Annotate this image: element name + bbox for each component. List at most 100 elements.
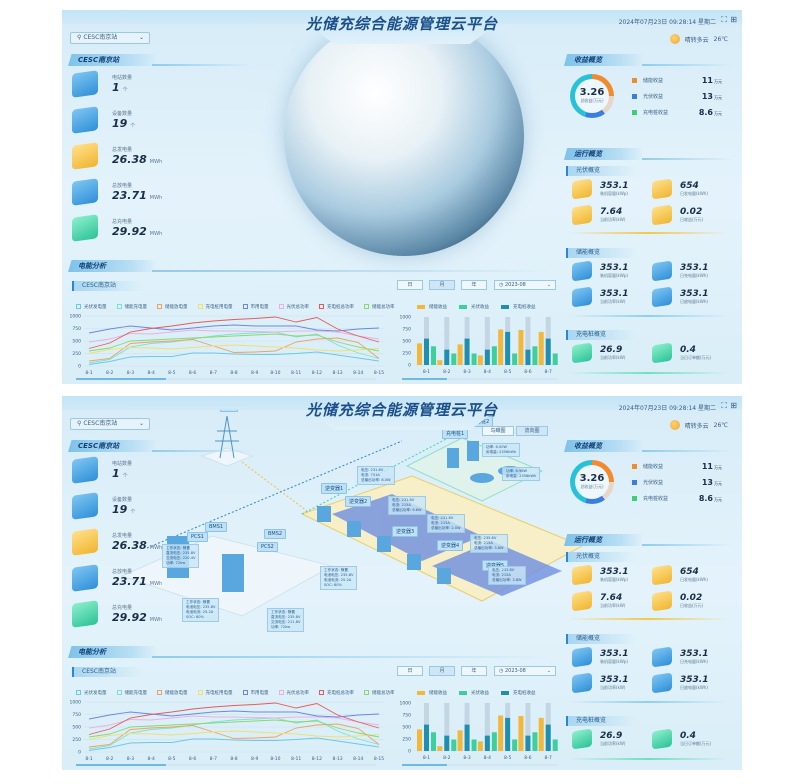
scrollbar-thumb[interactable]: [402, 378, 447, 380]
legend-item[interactable]: 储能收益: [417, 690, 447, 696]
bar-2[interactable]: [545, 724, 551, 751]
station-select[interactable]: ⚲ CESC南京站 ⌄: [70, 32, 150, 44]
legend-item[interactable]: 光伏发电量: [76, 690, 107, 696]
bar-2[interactable]: [464, 338, 470, 365]
legend-item[interactable]: 充电桩收益: [501, 304, 536, 310]
bar-0[interactable]: [477, 355, 483, 365]
legend-item[interactable]: 储能充电量: [116, 304, 147, 310]
bar-2[interactable]: [484, 735, 490, 751]
date-value: 2023-08: [504, 668, 526, 674]
bar-2[interactable]: [545, 338, 551, 365]
bar-0[interactable]: [518, 329, 524, 365]
bar-chart-scrollbar[interactable]: [402, 378, 557, 380]
bar-0[interactable]: [498, 329, 504, 365]
bar-0[interactable]: [538, 717, 544, 751]
legend-item[interactable]: 充电桩用电量: [197, 690, 233, 696]
bar-2[interactable]: [464, 724, 470, 751]
station-select-value: CESC南京站: [83, 420, 118, 427]
grid-icon[interactable]: ⊞: [730, 15, 737, 24]
legend-item[interactable]: 光伏收益: [459, 690, 489, 696]
bar-chart-scrollbar[interactable]: [402, 764, 557, 766]
legend-item[interactable]: 充电桩总功率: [319, 690, 354, 696]
bar-1[interactable]: [431, 346, 436, 365]
bar-2[interactable]: [525, 735, 531, 751]
bar-2[interactable]: [484, 349, 490, 365]
legend-item[interactable]: 储能总功率: [364, 304, 395, 310]
legend-item[interactable]: 市用电量: [242, 304, 269, 310]
kpi-label: 日收益(万元): [680, 603, 704, 608]
bar-1[interactable]: [552, 353, 558, 365]
legend-item[interactable]: 储能充电量: [116, 690, 147, 696]
bar-0[interactable]: [457, 730, 463, 751]
bar-2[interactable]: [444, 735, 450, 751]
diagram-label-pcs1[interactable]: PCS1: [187, 532, 208, 542]
bar-0[interactable]: [437, 360, 443, 365]
bar-2[interactable]: [505, 331, 511, 365]
bar-1[interactable]: [471, 353, 477, 365]
legend-item[interactable]: 充电桩收益: [501, 690, 536, 696]
fullscreen-icon[interactable]: ⛶: [721, 401, 727, 410]
bar-1[interactable]: [431, 732, 436, 751]
bar-1[interactable]: [451, 739, 457, 751]
legend-item[interactable]: 光伏收益: [459, 304, 489, 310]
date-picker[interactable]: ◷ 2023-08 ⌄: [494, 280, 556, 290]
scrollbar-thumb[interactable]: [76, 764, 166, 766]
legend-item[interactable]: 储能总功率: [364, 690, 395, 696]
diagram-label-inv2[interactable]: 逆变器2: [345, 496, 372, 507]
grid-icon[interactable]: ⊞: [730, 401, 737, 410]
diagram-label-pcs2[interactable]: PCS2: [257, 542, 278, 552]
bar-0[interactable]: [498, 715, 504, 751]
fullscreen-icon[interactable]: ⛶: [721, 15, 727, 24]
period-button[interactable]: 日: [397, 280, 423, 290]
bar-2[interactable]: [525, 349, 531, 365]
bar-1[interactable]: [451, 353, 457, 365]
bar-1[interactable]: [471, 739, 477, 751]
period-button[interactable]: 月: [429, 666, 455, 676]
legend-item[interactable]: 储能收益: [417, 304, 447, 310]
bar-1[interactable]: [491, 732, 497, 751]
line-chart-scrollbar[interactable]: [76, 764, 376, 766]
station-select[interactable]: ⚲ CESC南京站 ⌄: [70, 418, 150, 430]
date-picker[interactable]: ◷ 2023-08 ⌄: [494, 666, 556, 676]
period-button[interactable]: 月: [429, 280, 455, 290]
legend-item[interactable]: 光伏总功率: [278, 690, 309, 696]
bar-1[interactable]: [512, 353, 518, 365]
legend-item[interactable]: 光伏发电量: [76, 304, 107, 310]
bar-1[interactable]: [532, 346, 538, 365]
legend-item[interactable]: 光伏总功率: [278, 304, 309, 310]
bar-0[interactable]: [538, 331, 544, 365]
scrollbar-thumb[interactable]: [402, 764, 447, 766]
legend-item[interactable]: 储能放电量: [157, 304, 188, 310]
bar-1[interactable]: [532, 732, 538, 751]
legend-item[interactable]: 充电桩总功率: [319, 304, 354, 310]
period-button[interactable]: 日: [397, 666, 423, 676]
bar-0[interactable]: [417, 343, 422, 365]
bar-1[interactable]: [491, 346, 497, 365]
bar-1[interactable]: [552, 739, 558, 751]
period-button[interactable]: 年: [461, 666, 487, 676]
diagram-label-bms2[interactable]: BMS2: [264, 529, 287, 539]
legend-swatch: [501, 690, 509, 695]
legend-item[interactable]: 储能放电量: [157, 690, 188, 696]
bar-0[interactable]: [437, 746, 443, 751]
bar-0[interactable]: [417, 729, 422, 751]
bar-2[interactable]: [444, 349, 450, 365]
bar-0[interactable]: [457, 344, 463, 365]
bar-0[interactable]: [518, 715, 524, 751]
line-chart-scrollbar[interactable]: [76, 378, 376, 380]
diagram-label-bms1[interactable]: BMS1: [205, 522, 228, 532]
tab-flow[interactable]: 流向图: [516, 426, 548, 436]
legend-item[interactable]: 市用电量: [242, 690, 269, 696]
period-button[interactable]: 年: [461, 280, 487, 290]
bar-0[interactable]: [477, 741, 483, 751]
legend-item[interactable]: 充电桩用电量: [197, 304, 233, 310]
scrollbar-thumb[interactable]: [76, 378, 166, 380]
bar-2[interactable]: [424, 338, 429, 365]
bar-2[interactable]: [424, 724, 429, 751]
bar-2[interactable]: [505, 717, 511, 751]
bar-1[interactable]: [512, 739, 518, 751]
diagram-label-inv3[interactable]: 逆变器3: [392, 526, 419, 537]
diagram-label-inv4[interactable]: 逆变器4: [437, 540, 464, 551]
diagram-label-inv1[interactable]: 逆变器1: [321, 483, 348, 494]
tab-overview[interactable]: 鸟瞰图: [482, 426, 514, 436]
